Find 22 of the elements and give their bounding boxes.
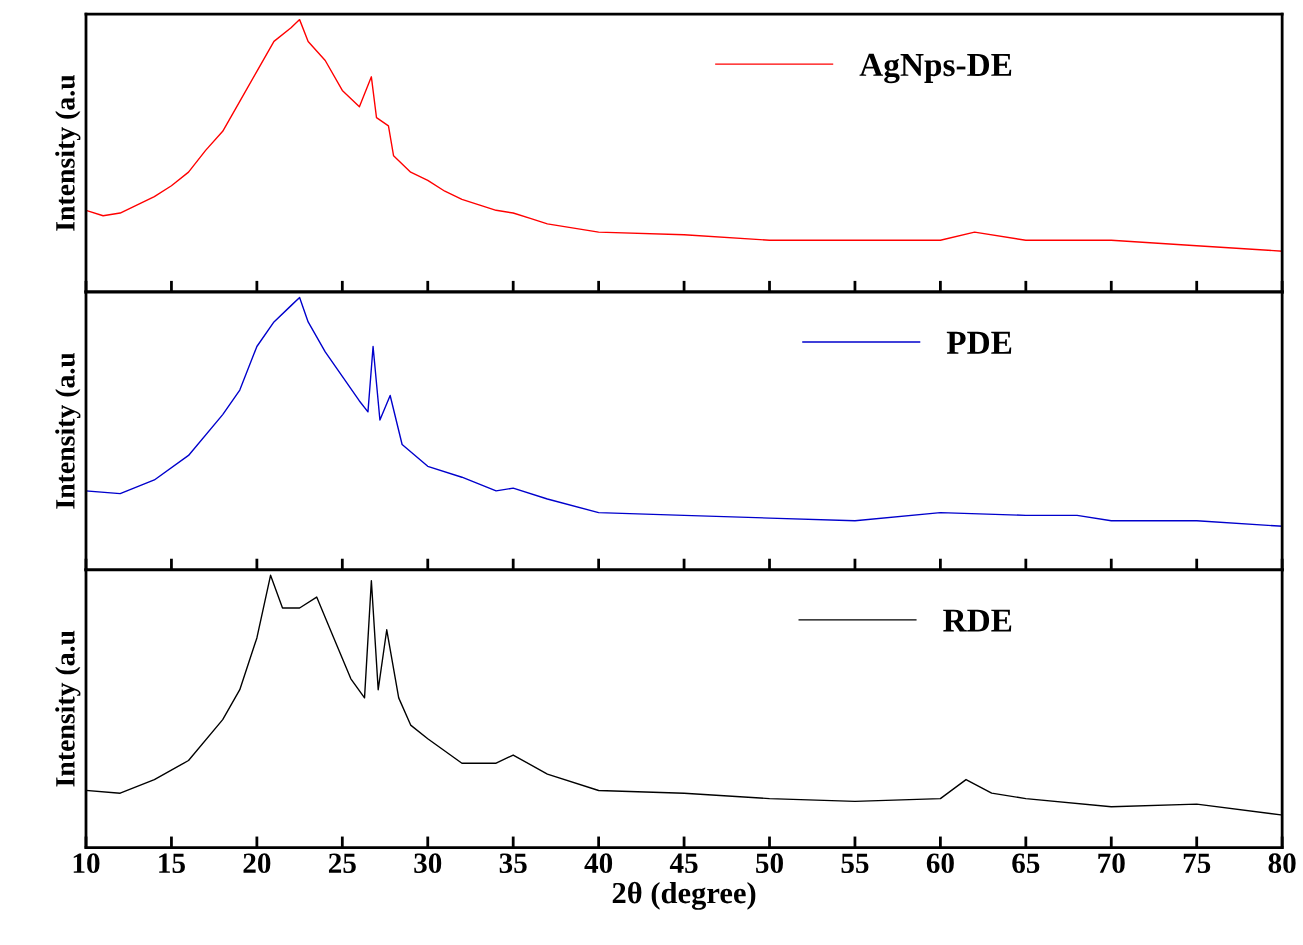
- x-tick-label: 20: [243, 853, 271, 874]
- x-axis-title: 2θ (degree): [612, 881, 756, 910]
- x-tick-label: 50: [756, 853, 783, 874]
- legend-label: RDE: [943, 609, 1012, 632]
- legend-label: AgNps-DE: [859, 53, 1012, 84]
- legend-label: PDE: [946, 331, 1012, 354]
- y-axis-title: Intensity (a.u: [55, 630, 81, 787]
- x-tick-label: 30: [414, 853, 442, 874]
- x-tick-label: 55: [841, 853, 869, 874]
- x-tick-label: 80: [1268, 853, 1296, 874]
- y-axis-title: Intensity (a.u: [55, 352, 81, 509]
- x-tick-label: 60: [926, 853, 954, 874]
- x-tick-label: 70: [1098, 853, 1125, 874]
- x-tick-label: 35: [499, 853, 527, 874]
- x-tick-label: 40: [584, 853, 613, 874]
- y-axis-title: Intensity (a.u: [55, 75, 81, 231]
- x-tick-label: 65: [1012, 853, 1040, 874]
- x-tick-label: 45: [669, 853, 698, 874]
- x-tick-label: 25: [328, 853, 356, 874]
- x-tick-label: 75: [1183, 853, 1211, 874]
- x-tick-label: 10: [73, 853, 100, 874]
- x-tick-label: 15: [159, 853, 185, 874]
